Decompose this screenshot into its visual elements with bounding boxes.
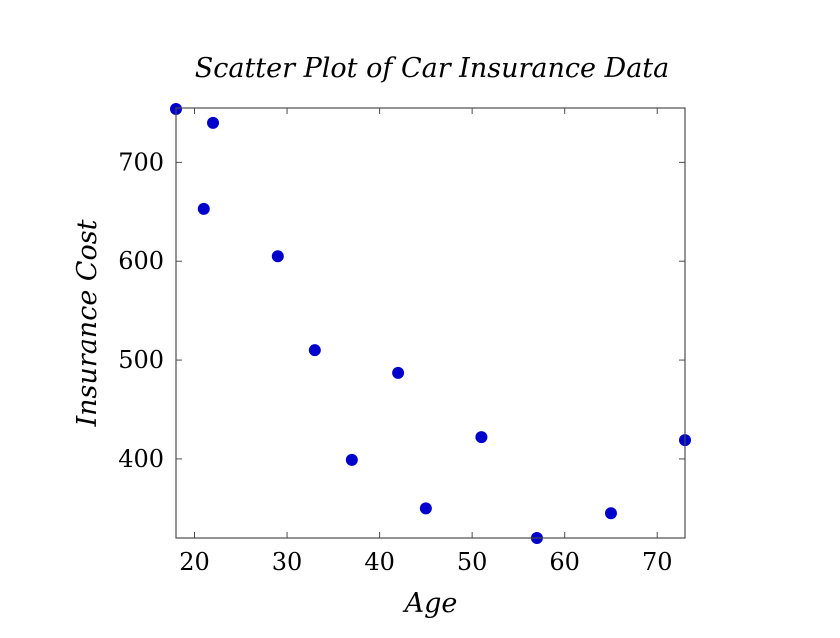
data-point: [271, 250, 284, 263]
data-point: [308, 344, 321, 357]
x-tick-label: 60: [549, 548, 580, 576]
y-tick-label: 500: [118, 346, 164, 374]
data-point: [345, 453, 358, 466]
x-tick-label: 50: [457, 548, 488, 576]
data-point: [475, 431, 488, 444]
data-point: [207, 116, 220, 129]
x-tick-label: 70: [642, 548, 673, 576]
chart-title: Scatter Plot of Car Insurance Data: [195, 53, 670, 84]
x-tick-label: 20: [179, 548, 210, 576]
x-tick-label: 40: [364, 548, 395, 576]
data-point: [604, 507, 617, 520]
plot-frame: [175, 107, 686, 539]
data-point: [392, 366, 405, 379]
x-tick-label: 30: [272, 548, 303, 576]
y-tick-label: 400: [118, 445, 164, 473]
y-axis-label: Insurance Cost: [72, 219, 103, 427]
data-point: [197, 202, 210, 215]
x-axis-label: Age: [402, 588, 458, 619]
y-tick-label: 600: [118, 247, 164, 275]
y-tick-label: 700: [118, 148, 164, 176]
data-point: [419, 502, 432, 515]
ticks-layer: 20 30 40 50 60 70 400 500 600 700: [118, 108, 685, 576]
points-layer: [170, 102, 691, 544]
